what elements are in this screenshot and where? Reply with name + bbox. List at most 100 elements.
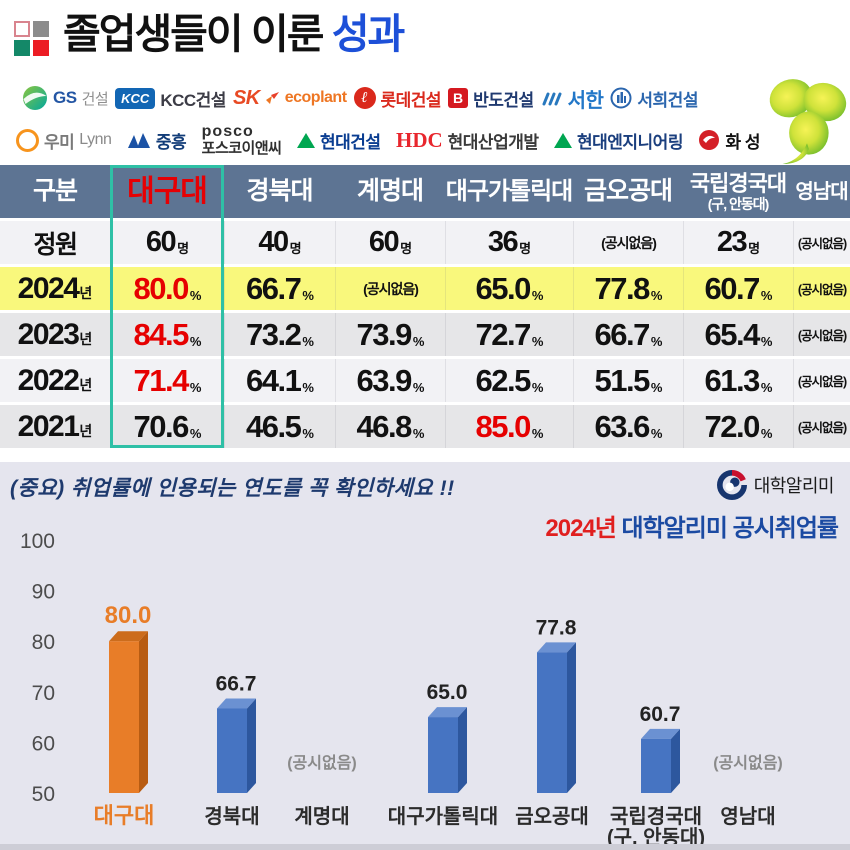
cell-value: 65.4 bbox=[704, 316, 761, 352]
square-bottom-left bbox=[14, 40, 30, 57]
bar-value-label-4: 77.8 bbox=[536, 616, 577, 639]
cell-value: 60.7 bbox=[704, 270, 761, 306]
cell-정원-3: 36 명 bbox=[445, 221, 573, 264]
row-label-text: 정원 bbox=[33, 230, 78, 259]
logo-hwaseong: 화 성 bbox=[698, 128, 760, 153]
row-label-2024: 2024 년 bbox=[0, 267, 110, 310]
chart-subtitle-year: 2024년 bbox=[545, 515, 616, 542]
cell-정원-2: 60 명 bbox=[335, 221, 445, 264]
cell-value: 60 bbox=[368, 226, 400, 258]
cell-unit: % bbox=[760, 426, 773, 441]
cell-value: 70.6 bbox=[133, 408, 190, 444]
y-axis-tick-100: 100 bbox=[20, 530, 55, 553]
bando-b-icon: B bbox=[448, 88, 469, 108]
cell-value: 71.4 bbox=[133, 362, 190, 398]
cell-value: 62.5 bbox=[475, 362, 532, 398]
green-triangle-icon bbox=[296, 132, 315, 148]
table-header-row: 구분 대구대 경북대 계명대 대구가톨릭대 금오공대 국립경국대 (구, 안동대) 영남대 bbox=[0, 165, 850, 218]
cell-value: 73.9 bbox=[356, 316, 413, 352]
logo-hdc: HDC 현대산업개발 bbox=[396, 128, 539, 153]
header-label-4: 대구가톨릭대 bbox=[445, 177, 573, 205]
bar-top-5 bbox=[641, 728, 680, 739]
row-label-2023: 2023 년 bbox=[0, 313, 110, 356]
header-sublabel: (구, 안동대) bbox=[707, 195, 770, 212]
cell-unit: % bbox=[302, 426, 314, 441]
category-label-0-line-0: 대구대 bbox=[94, 803, 155, 828]
cell-value: 23 bbox=[716, 226, 748, 258]
logo-seohan: 서한 bbox=[541, 84, 604, 113]
bar-4 bbox=[537, 652, 567, 793]
logo-hyundai-const-label: 현대건설 bbox=[319, 132, 381, 152]
logo-sk: SK ecoplant bbox=[233, 87, 347, 110]
cell-2023-6: (공시없음) bbox=[793, 313, 850, 356]
logo-seohan-label: 서한 bbox=[567, 89, 604, 112]
header-cell-2: 경북대 bbox=[224, 165, 335, 218]
cell-value: 85.0 bbox=[475, 408, 532, 444]
bar-top-0 bbox=[109, 631, 148, 642]
bar-0 bbox=[109, 641, 139, 793]
cell-unit: % bbox=[760, 334, 773, 349]
chart-subtitle: 2024년 대학알리미 공시취업률 bbox=[545, 508, 839, 543]
header-cell-4: 대구가톨릭대 bbox=[445, 165, 573, 218]
row-label-text: 2023 bbox=[17, 317, 80, 351]
logo-sk-label: SK bbox=[232, 86, 260, 109]
cell-정원-6: (공시없음) bbox=[793, 221, 850, 264]
cell-value: 61.3 bbox=[704, 362, 761, 398]
cell-unit: % bbox=[412, 380, 425, 395]
chart-section: (중요) 취업률에 인용되는 연도를 꼭 확인하세요 !! 대학알리미 2024… bbox=[0, 462, 850, 850]
cell-value: 72.7 bbox=[475, 316, 532, 352]
logo-gs-label: GS bbox=[53, 88, 77, 107]
cell-unit: % bbox=[531, 380, 544, 395]
header-label-0: 구분 bbox=[32, 177, 78, 205]
cell-2023-4: 66.7% bbox=[573, 313, 683, 356]
cell-value: 40 bbox=[258, 226, 289, 258]
page-title-accent: 성과 bbox=[331, 11, 405, 57]
cell-2023-3: 72.7% bbox=[445, 313, 573, 356]
kcc-badge-icon: KCC bbox=[115, 87, 156, 109]
hwaseong-swirl-icon bbox=[698, 129, 720, 151]
cell-unit: % bbox=[650, 380, 663, 395]
header-cell-3: 계명대 bbox=[335, 165, 445, 218]
logo-hwaseong-label: 화 성 bbox=[725, 132, 760, 152]
header-label-6: 국립경국대 bbox=[689, 170, 787, 196]
chart-na-label-2: (공시없음) bbox=[287, 754, 357, 772]
cell-na-text: (공시없음) bbox=[797, 237, 847, 251]
bar-value-label-0: 80.0 bbox=[105, 602, 152, 629]
cell-value: 63.9 bbox=[356, 362, 413, 398]
cell-unit: % bbox=[302, 334, 314, 349]
cell-정원-1: 40 명 bbox=[224, 221, 335, 264]
y-axis-tick-80: 80 bbox=[32, 631, 55, 654]
logo-woomi-label: 우미 bbox=[44, 132, 75, 152]
cell-2021-6: (공시없음) bbox=[793, 405, 850, 448]
logo-seohee-label: 서희건설 bbox=[637, 90, 698, 110]
row-label-text: 2024 bbox=[17, 271, 80, 305]
cell-2023-5: 65.4% bbox=[683, 313, 793, 356]
bar-side-5 bbox=[671, 728, 680, 793]
cell-2023-1: 73.2% bbox=[224, 313, 335, 356]
cell-na-text: (공시없음) bbox=[797, 375, 847, 389]
row-label-unit: 년 bbox=[79, 377, 93, 393]
bottom-strip bbox=[0, 844, 850, 850]
logo-woomi: 우미 Lynn bbox=[16, 128, 112, 153]
category-label-6-line-0: 영남대 bbox=[720, 805, 775, 828]
logo-hyundai-const: 현대건설 bbox=[296, 128, 381, 153]
cell-na-text: (공시없음) bbox=[363, 280, 419, 297]
cell-unit: 명 bbox=[289, 241, 302, 256]
cell-2024-2: (공시없음) bbox=[335, 267, 445, 310]
category-label-5-line-0: 국립경국대 bbox=[610, 805, 702, 828]
cell-value: 36 bbox=[487, 226, 519, 258]
header-label-7: 영남대 bbox=[795, 180, 848, 203]
square-top-right bbox=[33, 21, 49, 38]
bar-side-0 bbox=[139, 631, 148, 793]
posco-wordmark: posco bbox=[201, 122, 254, 140]
cell-2021-2: 46.8% bbox=[335, 405, 445, 448]
cell-2023-2: 73.9% bbox=[335, 313, 445, 356]
logo-kcc: KCC KCC건설 bbox=[115, 86, 226, 111]
logo-hyundai-eng-label: 현대엔지니어링 bbox=[576, 132, 683, 152]
bar-value-label-1: 66.7 bbox=[216, 672, 257, 695]
cell-unit: % bbox=[760, 288, 773, 303]
category-label-2-line-0: 계명대 bbox=[294, 805, 349, 828]
cell-value: 77.8 bbox=[594, 270, 651, 306]
logo-posco: posco 포스코이앤씨 bbox=[201, 122, 282, 157]
daehak-allimi-mark-icon bbox=[716, 470, 747, 500]
